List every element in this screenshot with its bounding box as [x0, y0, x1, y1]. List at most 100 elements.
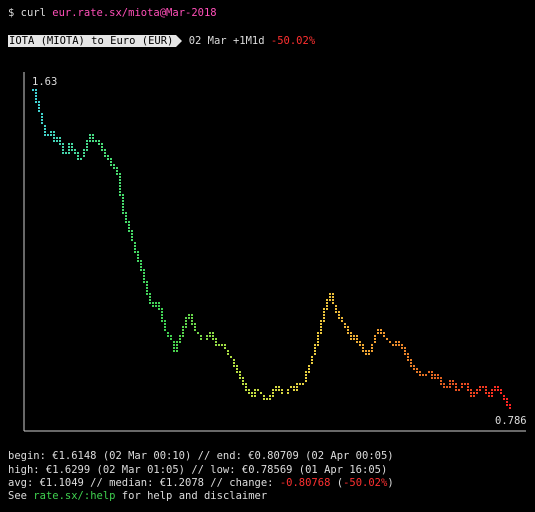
price-dot: [347, 326, 349, 328]
price-dot: [470, 392, 472, 394]
price-dot: [35, 101, 37, 103]
price-dot: [146, 284, 148, 286]
price-dot: [491, 392, 493, 394]
price-dot: [41, 116, 43, 118]
price-dot: [362, 347, 364, 349]
price-dot: [128, 221, 130, 223]
price-dot: [38, 110, 40, 112]
price-dot: [215, 341, 217, 343]
price-dot: [266, 398, 268, 400]
price-dot: [398, 341, 400, 343]
price-dot: [383, 335, 385, 337]
price-dot: [92, 137, 94, 139]
price-dot: [122, 212, 124, 214]
price-dot: [308, 365, 310, 367]
price-dot: [194, 323, 196, 325]
price-dot: [182, 326, 184, 328]
price-dot: [119, 188, 121, 190]
price-dot: [68, 146, 70, 148]
price-dot: [365, 350, 367, 352]
price-dot: [452, 380, 454, 382]
price-dot: [191, 317, 193, 319]
price-dot: [350, 332, 352, 334]
price-dot: [119, 176, 121, 178]
price-dot: [476, 389, 478, 391]
price-dot: [254, 392, 256, 394]
price-dot: [491, 389, 493, 391]
price-dot: [344, 326, 346, 328]
price-dot: [239, 371, 241, 373]
price-dot: [128, 230, 130, 232]
price-dot: [251, 392, 253, 394]
price-dot: [140, 263, 142, 265]
price-dot: [68, 152, 70, 154]
price-dot: [464, 383, 466, 385]
price-dot: [137, 257, 139, 259]
price-dot: [506, 401, 508, 403]
price-dot: [416, 368, 418, 370]
price-dot: [305, 380, 307, 382]
price-dot: [338, 314, 340, 316]
price-dot: [239, 377, 241, 379]
price-dot: [509, 404, 511, 406]
price-dot: [92, 134, 94, 136]
price-dot: [473, 395, 475, 397]
price-dot: [242, 377, 244, 379]
price-dot: [38, 104, 40, 106]
price-dot: [308, 371, 310, 373]
command-url[interactable]: eur.rate.sx/miota@Mar-2018: [52, 7, 217, 19]
price-dot: [80, 158, 82, 160]
price-dot: [377, 332, 379, 334]
price-dot: [413, 365, 415, 367]
price-dot: [248, 392, 250, 394]
price-dot: [335, 308, 337, 310]
price-dot: [359, 344, 361, 346]
price-dot: [257, 389, 259, 391]
price-dot: [293, 386, 295, 388]
price-dot: [407, 359, 409, 361]
price-dot: [44, 131, 46, 133]
price-dot: [143, 269, 145, 271]
price-dot: [149, 299, 151, 301]
price-dot: [236, 371, 238, 373]
price-dot: [62, 143, 64, 145]
price-dot: [50, 131, 52, 133]
price-dot: [149, 296, 151, 298]
price-dot: [182, 335, 184, 337]
price-dot: [176, 347, 178, 349]
help-link[interactable]: rate.sx/:help: [33, 490, 116, 502]
price-dot: [332, 296, 334, 298]
price-dot: [230, 356, 232, 358]
price-dot: [113, 167, 115, 169]
price-dot: [134, 245, 136, 247]
price-dot: [44, 128, 46, 130]
price-dot: [320, 326, 322, 328]
price-dot: [89, 137, 91, 139]
price-dot: [143, 278, 145, 280]
price-dot: [104, 155, 106, 157]
price-dot: [374, 341, 376, 343]
price-dot: [161, 317, 163, 319]
price-dot: [296, 383, 298, 385]
price-dot: [92, 140, 94, 142]
price-dot: [155, 305, 157, 307]
date-range: 02 Mar +1M1d: [182, 35, 271, 47]
price-dot: [371, 350, 373, 352]
price-series: [32, 89, 511, 409]
price-dot: [458, 389, 460, 391]
price-dot: [422, 374, 424, 376]
price-dot: [185, 320, 187, 322]
price-dot: [134, 248, 136, 250]
price-dot: [194, 329, 196, 331]
price-dot: [176, 341, 178, 343]
price-dot: [467, 389, 469, 391]
price-dot: [191, 314, 193, 316]
price-dot: [401, 347, 403, 349]
price-dot: [122, 200, 124, 202]
price-dot: [161, 308, 163, 310]
pill-arrow-icon: [176, 35, 183, 47]
price-dot: [110, 158, 112, 160]
price-dot: [479, 389, 481, 391]
price-dot: [53, 137, 55, 139]
price-dot: [110, 161, 112, 163]
